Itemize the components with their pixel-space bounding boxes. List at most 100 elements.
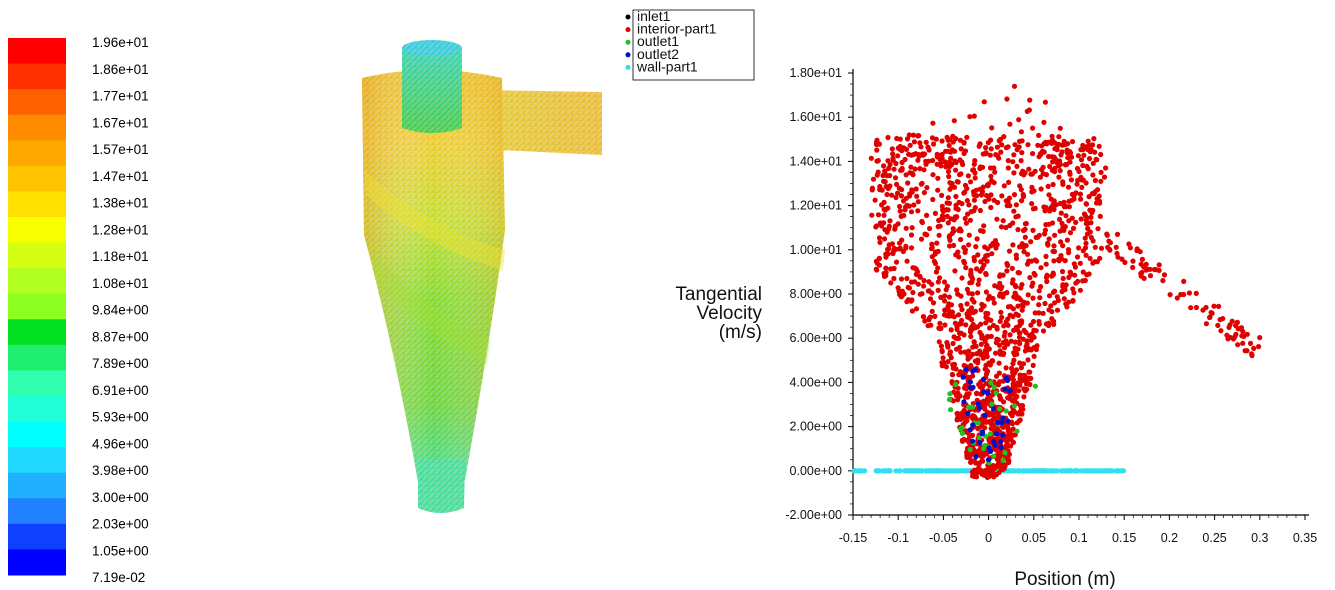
outlet2-point xyxy=(975,401,981,407)
interior-part1-point xyxy=(961,190,967,196)
interior-part1-point xyxy=(1156,267,1162,273)
interior-part1-point xyxy=(876,141,882,147)
colorbar-swatch xyxy=(8,549,66,576)
colorbar-label: 8.87e+00 xyxy=(92,329,149,344)
interior-part1-point xyxy=(900,248,906,255)
interior-part1-point xyxy=(962,182,969,188)
interior-part1-point xyxy=(935,279,941,285)
y-tick-label: 1.00e+01 xyxy=(790,243,843,257)
interior-part1-point xyxy=(893,246,899,252)
interior-part1-point xyxy=(1051,206,1057,213)
interior-part1-point xyxy=(893,259,900,265)
wall-part1-point xyxy=(1060,468,1066,474)
interior-part1-point xyxy=(892,223,898,229)
interior-part1-point xyxy=(981,223,987,229)
interior-part1-point xyxy=(1052,169,1058,175)
interior-part1-point xyxy=(1071,192,1077,199)
interior-part1-point xyxy=(869,212,875,218)
interior-part1-point xyxy=(1090,238,1096,244)
interior-part1-point xyxy=(905,180,911,186)
interior-part1-point xyxy=(1059,220,1065,226)
interior-part1-point xyxy=(1056,174,1062,180)
interior-part1-point xyxy=(876,256,882,262)
interior-part1-point xyxy=(1090,207,1096,213)
interior-part1-point xyxy=(1097,255,1103,261)
interior-part1-point xyxy=(988,418,994,424)
interior-part1-point xyxy=(1017,183,1023,189)
wall-part1-point xyxy=(952,468,959,474)
interior-part1-point xyxy=(1066,250,1072,256)
interior-part1-point xyxy=(1023,330,1029,336)
interior-part1-point xyxy=(961,150,967,157)
interior-part1-point xyxy=(977,460,983,466)
interior-part1-point xyxy=(946,200,952,206)
wall-part1-point xyxy=(1035,468,1041,474)
interior-part1-point xyxy=(882,168,888,174)
interior-part1-point xyxy=(918,236,925,242)
interior-part1-point xyxy=(1090,160,1096,166)
interior-part1-point xyxy=(1161,272,1168,278)
interior-part1-point xyxy=(983,151,989,157)
interior-part1-point xyxy=(963,322,969,328)
interior-part1-point xyxy=(958,236,964,243)
interior-part1-point xyxy=(1010,432,1016,438)
interior-part1-point xyxy=(1207,314,1213,320)
interior-part1-point xyxy=(929,308,935,314)
interior-part1-point xyxy=(1028,322,1034,328)
interior-part1-point xyxy=(885,158,891,164)
interior-part1-point xyxy=(1256,344,1262,350)
interior-part1-point xyxy=(1028,337,1034,343)
interior-part1-point xyxy=(999,142,1005,148)
interior-part1-point xyxy=(954,346,960,352)
interior-part1-point xyxy=(926,147,932,153)
interior-part1-point xyxy=(874,158,880,164)
interior-part1-point xyxy=(877,239,883,245)
interior-part1-point xyxy=(1043,139,1049,145)
interior-part1-point xyxy=(971,197,977,203)
interior-part1-point xyxy=(1059,268,1066,275)
wall-part1-point xyxy=(1028,468,1034,474)
interior-part1-point xyxy=(971,299,977,305)
interior-part1-point xyxy=(941,298,948,304)
interior-part1-point xyxy=(938,325,944,331)
interior-part1-point xyxy=(958,171,964,177)
interior-part1-point xyxy=(1014,394,1020,400)
outlet2-point xyxy=(995,419,1001,426)
interior-part1-point xyxy=(1074,181,1080,187)
interior-part1-point xyxy=(1011,327,1017,333)
interior-part1-point xyxy=(899,159,905,166)
outlet2-point xyxy=(991,406,997,412)
interior-part1-point xyxy=(1000,378,1006,384)
interior-part1-point xyxy=(1025,292,1031,298)
interior-part1-point xyxy=(978,450,984,456)
interior-part1-point xyxy=(906,203,912,209)
interior-part1-point xyxy=(1012,383,1019,390)
interior-part1-point xyxy=(1025,357,1031,363)
outlet2-point xyxy=(1007,388,1013,394)
interior-part1-point xyxy=(1011,152,1017,158)
interior-part1-point xyxy=(899,288,905,294)
interior-part1-point xyxy=(1046,192,1052,198)
interior-part1-point xyxy=(898,193,905,199)
outlet1-point xyxy=(1011,403,1017,409)
interior-part1-point xyxy=(910,289,916,296)
interior-part1-point xyxy=(1003,224,1009,231)
interior-part1-point xyxy=(1006,248,1013,254)
outlet1-point xyxy=(991,453,997,459)
interior-part1-point xyxy=(1044,278,1050,285)
interior-part1-point xyxy=(1008,338,1014,344)
interior-part1-point xyxy=(1141,264,1147,270)
interior-part1-point xyxy=(1070,286,1076,292)
interior-part1-point xyxy=(1096,143,1102,149)
colorbar-swatch xyxy=(8,191,66,218)
interior-part1-point xyxy=(950,139,956,145)
interior-part1-point xyxy=(1058,253,1064,259)
interior-part1-point xyxy=(1012,345,1018,351)
interior-part1-point xyxy=(1217,317,1223,323)
interior-part1-point xyxy=(991,474,997,480)
interior-part1-point xyxy=(1085,166,1091,172)
y-tick-label: 0.00e+00 xyxy=(790,464,843,478)
wall-part1-point xyxy=(1048,468,1054,474)
interior-part1-point xyxy=(985,296,991,302)
colorbar-label: 2.03e+00 xyxy=(92,517,149,532)
